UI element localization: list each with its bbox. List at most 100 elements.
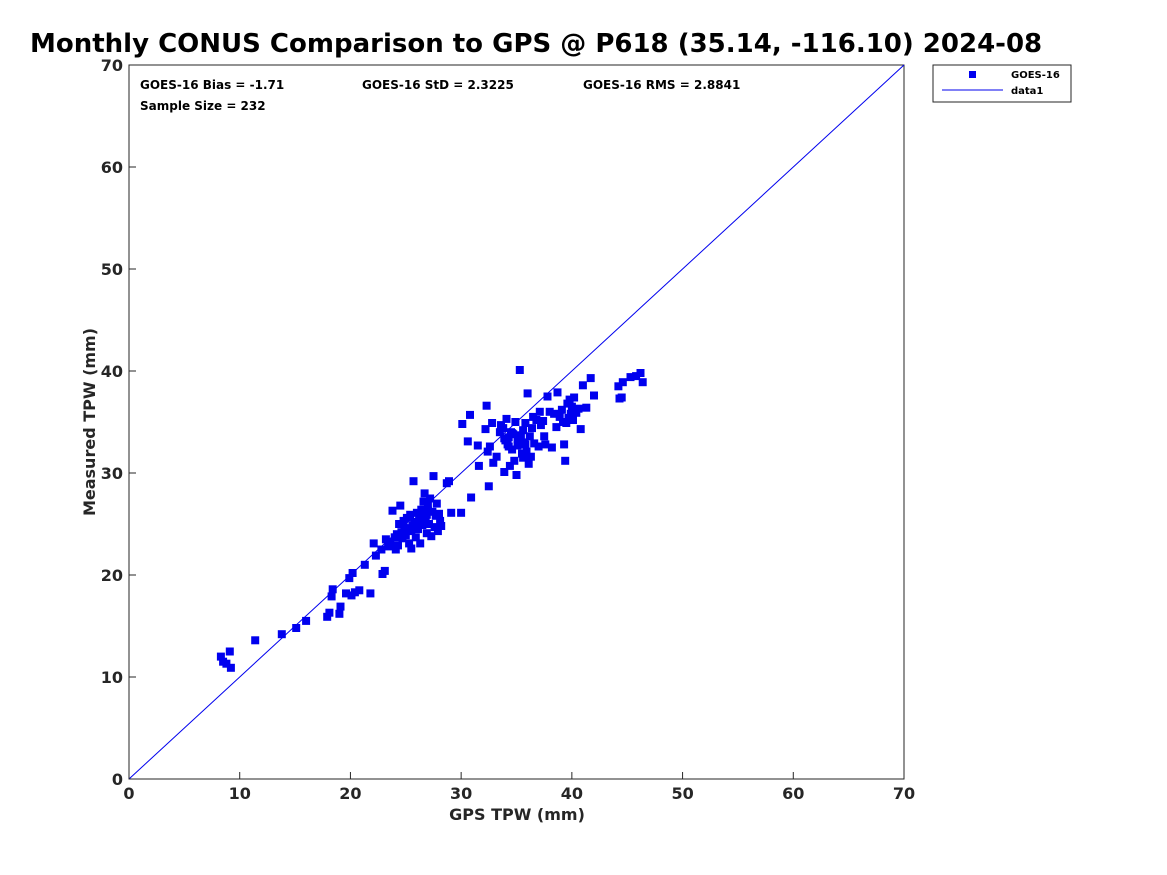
x-tick-label: 20	[339, 784, 361, 803]
data-point	[485, 442, 494, 451]
data-point	[457, 508, 466, 517]
data-point	[555, 412, 564, 421]
data-point	[574, 404, 583, 413]
y-tick-label: 70	[101, 56, 123, 75]
x-axis-label: GPS TPW (mm)	[449, 805, 585, 824]
legend-marker-goes16	[969, 71, 976, 78]
data-point	[394, 541, 402, 550]
data-point	[407, 527, 416, 536]
data-point	[328, 585, 337, 594]
data-point	[377, 545, 386, 554]
data-point	[525, 432, 534, 441]
data-point	[371, 551, 380, 560]
y-tick-label: 20	[101, 566, 123, 585]
data-point	[411, 533, 420, 542]
legend-label-data1: data1	[1011, 86, 1043, 97]
data-point	[550, 409, 559, 418]
data-point	[422, 529, 431, 538]
data-point	[417, 519, 426, 527]
data-point	[528, 424, 536, 433]
data-point	[519, 453, 528, 462]
data-point	[513, 435, 522, 444]
data-point	[504, 433, 513, 442]
data-point	[572, 408, 581, 417]
data-point	[590, 391, 598, 400]
data-point	[474, 461, 483, 470]
data-point	[553, 388, 562, 397]
data-point	[564, 413, 573, 422]
data-point	[463, 437, 472, 446]
data-point	[530, 439, 539, 448]
data-point	[582, 403, 591, 412]
data-point	[458, 420, 467, 428]
data-point	[421, 515, 430, 524]
data-point	[445, 477, 453, 486]
x-tick-label: 10	[229, 784, 251, 803]
legend-label-goes16: GOES-16	[1011, 70, 1060, 81]
axes-group: 0 10 20 30 40 50 60 70 0 10 20 30 40 50 60 70	[101, 56, 915, 803]
data-point	[423, 501, 432, 510]
data-point	[388, 506, 397, 515]
data-point	[369, 539, 378, 548]
data-point	[433, 527, 442, 536]
data-point	[513, 441, 522, 450]
y-axis-label: Measured TPW (mm)	[80, 328, 99, 516]
data-point	[524, 459, 533, 468]
data-point	[566, 409, 575, 418]
data-point	[381, 535, 390, 544]
data-point	[552, 423, 561, 432]
y-tick-label: 40	[101, 362, 123, 381]
y-tick-label: 0	[112, 770, 123, 789]
y-tick-label: 10	[101, 668, 123, 687]
data-point	[360, 560, 369, 569]
data-point	[545, 407, 554, 416]
data-point	[447, 508, 456, 517]
data-point	[225, 647, 234, 656]
data-point	[277, 630, 286, 639]
series-goes16-group	[216, 366, 647, 672]
data-point	[436, 516, 445, 525]
data-point	[302, 616, 311, 625]
data-point	[216, 652, 225, 661]
data-point	[417, 505, 426, 514]
data-point	[560, 440, 569, 449]
data-point	[617, 393, 626, 402]
data-point	[481, 425, 490, 434]
y-tick-label: 50	[101, 260, 123, 279]
data-point	[226, 663, 235, 672]
data-point	[345, 574, 354, 583]
data-point	[541, 440, 550, 449]
data-point	[473, 441, 482, 450]
data-point	[391, 545, 400, 554]
x-tick-label: 0	[123, 784, 134, 803]
sample-size-annotation: Sample Size = 232	[140, 99, 266, 113]
data-point	[495, 428, 504, 437]
data-point	[536, 421, 545, 430]
data-point	[532, 416, 541, 424]
data-point	[505, 461, 514, 470]
data-point	[500, 468, 509, 476]
data-point	[499, 424, 508, 433]
data-point	[251, 636, 260, 645]
data-point	[355, 586, 364, 595]
data-point	[523, 389, 532, 398]
data-point	[420, 489, 429, 498]
data-point	[415, 512, 424, 521]
data-point	[519, 426, 528, 435]
data-point	[414, 525, 422, 534]
data-point	[557, 405, 566, 414]
data-point	[427, 532, 436, 541]
data-point	[483, 447, 492, 456]
data-point	[400, 530, 409, 539]
data-point	[467, 493, 476, 502]
data-point	[521, 419, 530, 427]
data-point	[565, 395, 574, 404]
data-point	[526, 452, 535, 461]
data-point	[222, 659, 231, 668]
data-point	[466, 410, 474, 419]
data-point	[632, 372, 641, 381]
data-point	[540, 432, 549, 441]
data-point	[419, 497, 428, 506]
data-point	[512, 471, 521, 479]
